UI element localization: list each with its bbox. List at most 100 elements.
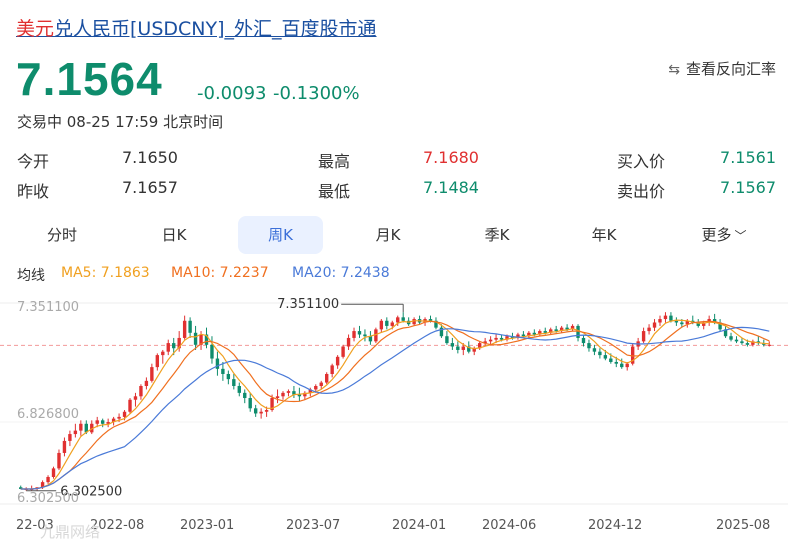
candle-body <box>543 331 547 333</box>
candle-body <box>538 331 542 335</box>
ma20-line <box>20 326 770 490</box>
candle-body <box>396 317 400 323</box>
candle-body <box>521 334 526 337</box>
candle-body <box>281 392 285 397</box>
candle-body <box>144 380 149 387</box>
candle-body <box>592 348 597 352</box>
candle-body <box>412 319 416 325</box>
candle-body <box>669 315 673 321</box>
x-tick-label: 2024-06 <box>482 518 536 533</box>
y-tick-label: 6.302500 <box>17 491 79 506</box>
page-title[interactable]: 美元兑人民币[USDCNY]_外汇_百度股市通 <box>16 14 377 41</box>
tab-weekly[interactable]: 周K <box>238 216 323 254</box>
candle-body <box>494 337 498 340</box>
price-change-percent: -0.1300% <box>273 83 360 104</box>
candle-body <box>68 434 72 441</box>
candle-body <box>570 325 575 330</box>
max-marker-label: 7.351100 <box>277 297 339 312</box>
candle-body <box>483 341 487 344</box>
candle-body <box>51 468 56 477</box>
candle-body <box>516 334 520 338</box>
candle-body <box>352 331 356 338</box>
high-value: 7.1680 <box>423 148 479 167</box>
candle-body <box>434 320 438 328</box>
candle-body <box>685 320 690 325</box>
candle-body <box>133 396 138 400</box>
prev-close-label: 昨收 <box>17 182 50 201</box>
candle-body <box>259 411 263 414</box>
candle-body <box>286 391 291 393</box>
candle-body <box>532 332 537 335</box>
candle-body <box>565 327 569 330</box>
reverse-rate-label: 查看反向汇率 <box>685 60 776 78</box>
candle-body <box>630 346 635 364</box>
y-tick-label: 7.351100 <box>17 300 79 315</box>
candle-body <box>204 334 209 345</box>
candle-body <box>325 373 329 383</box>
candle-body <box>188 320 192 333</box>
candle-body <box>297 394 302 397</box>
candle-body <box>428 319 433 321</box>
candle-body <box>100 420 105 424</box>
x-tick-label: 2025-08 <box>716 518 770 533</box>
tab-more[interactable]: 更多 ﹀ <box>701 226 747 244</box>
candle-body <box>106 422 110 424</box>
min-marker-label: 6.302500 <box>60 485 122 500</box>
tab-daily[interactable]: 日K <box>161 226 187 244</box>
candle-body <box>237 386 241 393</box>
watermark-text: 九鼎网络 <box>40 523 100 541</box>
candle-body <box>292 391 296 395</box>
candle-body <box>215 358 220 369</box>
candle-body <box>663 315 668 320</box>
candle-body <box>641 331 646 342</box>
candle-body <box>620 363 624 368</box>
tab-intraday[interactable]: 分时 <box>46 226 77 244</box>
candle-body <box>330 365 334 374</box>
annotations: 7.351100 6.302500 <box>26 297 404 500</box>
candle-body <box>363 334 367 337</box>
y-tick-label: 6.826800 <box>17 407 79 422</box>
candle-body <box>740 341 744 344</box>
candle-body <box>723 329 728 337</box>
candle-body <box>401 317 405 321</box>
candle-body <box>505 336 509 340</box>
trading-status: 交易中 08-25 17:59 北京时间 <box>17 113 224 131</box>
candle-body <box>718 322 722 330</box>
candle-body <box>314 386 318 390</box>
candle-body <box>767 344 771 346</box>
candle-body <box>609 358 613 362</box>
reverse-rate-button[interactable]: ⇆ 查看反向汇率 <box>668 58 776 79</box>
candle-body <box>139 386 143 397</box>
candle-body <box>576 325 580 338</box>
candle-body <box>745 343 750 345</box>
candle-body <box>488 339 493 342</box>
ma10-legend: MA10: 7.2237 <box>171 265 269 281</box>
candle-body <box>712 319 717 323</box>
candle-body <box>84 423 88 433</box>
chevron-down-icon: ﹀ <box>734 229 747 243</box>
candle-body <box>341 346 345 357</box>
candle-body <box>193 332 198 345</box>
candle-body <box>166 343 170 352</box>
candle-body <box>177 337 181 349</box>
candle-body <box>270 398 274 411</box>
candle-body <box>674 320 679 323</box>
candle-body <box>450 343 455 347</box>
candle-body <box>346 337 351 347</box>
candle-body <box>303 392 307 397</box>
axis-labels: 7.351100 6.826800 6.302500 22-03 2022-08 2023… <box>16 300 770 541</box>
candle-body <box>357 331 362 335</box>
ask-value: 7.1567 <box>720 178 776 197</box>
open-label: 今开 <box>17 152 50 171</box>
tab-yearly[interactable]: 年K <box>591 226 617 244</box>
candle-body <box>439 327 444 337</box>
candle-body <box>729 336 733 340</box>
tab-monthly[interactable]: 月K <box>375 226 401 244</box>
candle-body <box>122 411 127 417</box>
x-tick-label: 2022-08 <box>90 518 144 533</box>
candlestick-chart[interactable]: 7.351100 6.302500 7.351100 6.826800 6.30250… <box>0 285 788 545</box>
candle-body <box>647 327 651 332</box>
tab-quarterly[interactable]: 季K <box>484 226 510 244</box>
candle-body <box>172 343 176 349</box>
low-label: 最低 <box>318 182 351 201</box>
